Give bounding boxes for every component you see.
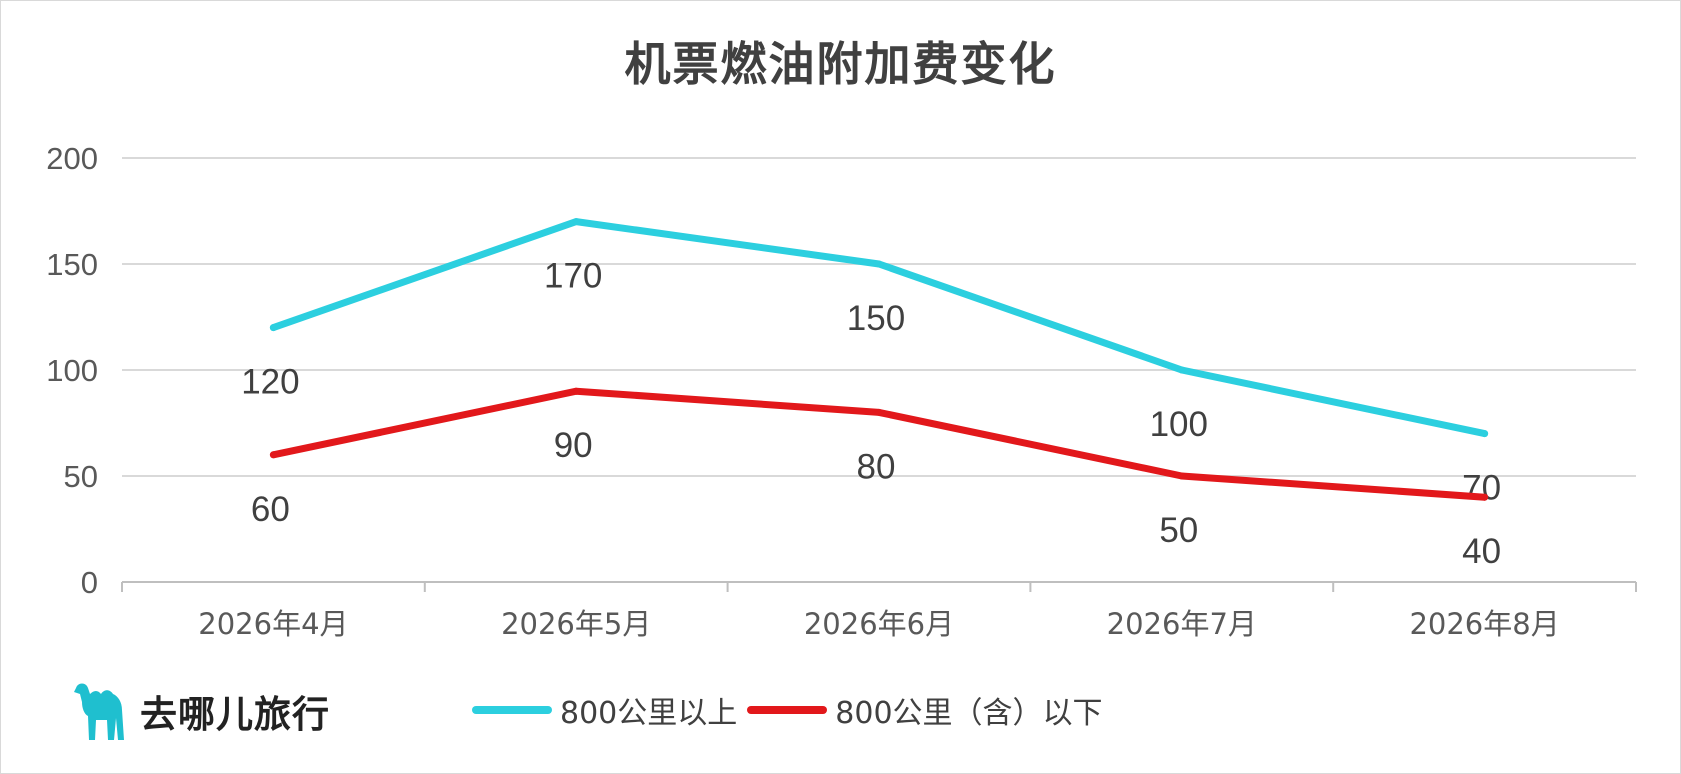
data-label: 90 (554, 426, 593, 465)
data-point (875, 260, 883, 268)
x-tick-label: 2026年5月 (501, 607, 651, 641)
data-label: 100 (1150, 405, 1208, 444)
legend-item-series-1: 800公里以上 (472, 688, 737, 732)
data-point (1481, 493, 1489, 501)
legend-swatch-series-2 (747, 706, 828, 714)
y-tick-label: 0 (81, 565, 98, 600)
brand-name: 去哪儿旅行 (140, 693, 330, 736)
data-point (1481, 430, 1489, 438)
data-label: 60 (251, 490, 290, 529)
legend-swatch-series-1 (472, 706, 552, 714)
data-label: 70 (1462, 469, 1501, 508)
data-label: 120 (241, 363, 299, 402)
legend-label-series-1: 800公里以上 (560, 696, 738, 731)
data-label: 150 (847, 299, 905, 338)
y-tick-label: 50 (64, 459, 98, 494)
x-tick-label: 2026年4月 (198, 607, 348, 641)
data-point (572, 387, 580, 395)
x-tick-label: 2026年7月 (1107, 607, 1257, 641)
y-tick-label: 100 (46, 353, 98, 388)
data-label: 40 (1462, 532, 1501, 571)
data-point (1178, 366, 1186, 374)
data-point (269, 324, 277, 332)
legend-label-series-2: 800公里（含）以下 (835, 696, 1103, 731)
data-point (875, 408, 883, 416)
data-point (1178, 472, 1186, 480)
x-tick-label: 2026年8月 (1409, 607, 1559, 641)
chart-legend: 800公里以上 800公里（含）以下 (472, 688, 1113, 732)
data-label: 80 (857, 447, 896, 486)
data-label: 50 (1159, 511, 1198, 550)
data-label: 170 (544, 257, 602, 296)
x-tick-label: 2026年6月 (804, 607, 954, 641)
data-point (572, 218, 580, 226)
chart-title: 机票燃油附加费变化 (624, 37, 1057, 91)
y-tick-label: 200 (46, 141, 98, 176)
legend-item-series-2: 800公里（含）以下 (747, 688, 1103, 732)
camel-icon (74, 683, 124, 740)
brand-logo: 去哪儿旅行 (68, 680, 330, 742)
data-point (269, 451, 277, 459)
y-tick-label: 150 (46, 247, 98, 282)
